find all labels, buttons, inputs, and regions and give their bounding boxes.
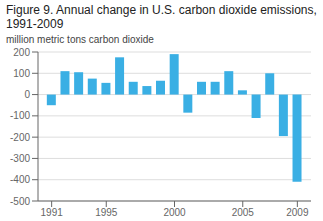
svg-text:1995: 1995 <box>95 207 118 218</box>
svg-text:100: 100 <box>13 68 30 79</box>
svg-text:-200: -200 <box>10 132 30 143</box>
svg-text:-300: -300 <box>10 153 30 164</box>
svg-text:0: 0 <box>24 89 30 100</box>
svg-text:-100: -100 <box>10 110 30 121</box>
svg-text:1991: 1991 <box>41 207 64 218</box>
svg-text:2009: 2009 <box>286 207 309 218</box>
html-text:million metric tons carbon dio: million metric tons carbon dioxide <box>6 34 154 45</box>
svg-text:-400: -400 <box>10 174 30 185</box>
svg-text:-500: -500 <box>10 196 30 207</box>
html-text:Figure 9. Annual change in U.S: Figure 9. Annual change in U.S. carbon d… <box>6 3 317 31</box>
svg-text:200: 200 <box>13 47 30 58</box>
svg-text:2000: 2000 <box>163 207 186 218</box>
svg-text:2005: 2005 <box>232 207 255 218</box>
